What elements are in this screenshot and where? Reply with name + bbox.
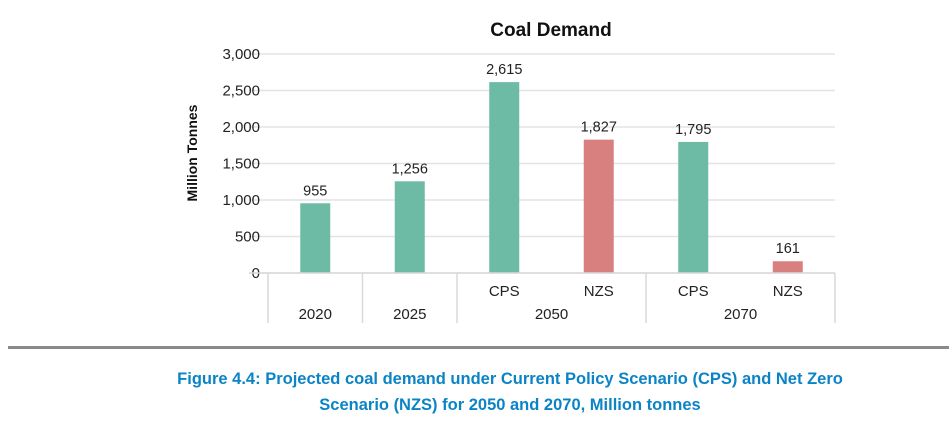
y-tick-label: 2,000 <box>222 119 260 136</box>
x-sub-label: NZS <box>584 283 614 300</box>
data-label: 1,827 <box>581 120 617 136</box>
y-tick-label: 500 <box>235 229 260 246</box>
caption-divider <box>8 346 949 349</box>
figure-caption: Figure 4.4: Projected coal demand under … <box>80 366 940 418</box>
bar <box>583 139 614 273</box>
data-label: 2,615 <box>486 62 522 78</box>
x-group-label: 2020 <box>299 306 332 323</box>
bar <box>300 203 331 273</box>
y-tick-label: 1,000 <box>222 192 260 209</box>
bar <box>394 181 425 273</box>
x-group-label: 2070 <box>724 306 757 323</box>
data-label: 955 <box>303 183 327 199</box>
caption-line-1: Figure 4.4: Projected coal demand under … <box>177 370 843 388</box>
data-label: 1,256 <box>392 161 428 177</box>
x-group-label: 2025 <box>393 306 426 323</box>
x-sub-label: CPS <box>678 283 709 300</box>
y-tick-label: 1,500 <box>222 156 260 173</box>
y-tick-label: 3,000 <box>222 46 260 63</box>
bar <box>678 141 709 273</box>
x-sub-label: CPS <box>489 283 520 300</box>
y-axis-label: Million Tonnes <box>184 104 200 201</box>
x-group-label: 2050 <box>535 306 568 323</box>
bar <box>772 261 803 273</box>
coal-demand-chart: Coal Demand Million Tonnes 05001,0001,50… <box>184 20 836 323</box>
data-label: 161 <box>776 241 800 257</box>
chart-title: Coal Demand <box>490 20 611 41</box>
caption-line-2: Scenario (NZS) for 2050 and 2070, Millio… <box>319 396 701 414</box>
bar <box>489 82 520 273</box>
y-tick-label: 2,500 <box>222 83 260 100</box>
data-label: 1,795 <box>675 122 711 138</box>
x-sub-label: NZS <box>773 283 803 300</box>
